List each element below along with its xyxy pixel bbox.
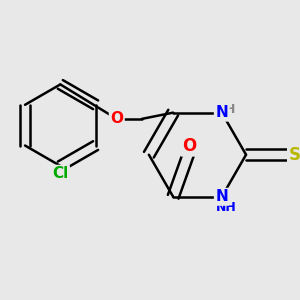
Text: O: O	[182, 137, 196, 155]
Text: N: N	[215, 105, 228, 120]
Text: N: N	[215, 189, 228, 204]
Text: S: S	[289, 146, 300, 164]
Text: NH: NH	[216, 201, 237, 214]
Text: Cl: Cl	[52, 166, 68, 181]
Text: H: H	[224, 103, 235, 116]
Text: O: O	[110, 111, 123, 126]
